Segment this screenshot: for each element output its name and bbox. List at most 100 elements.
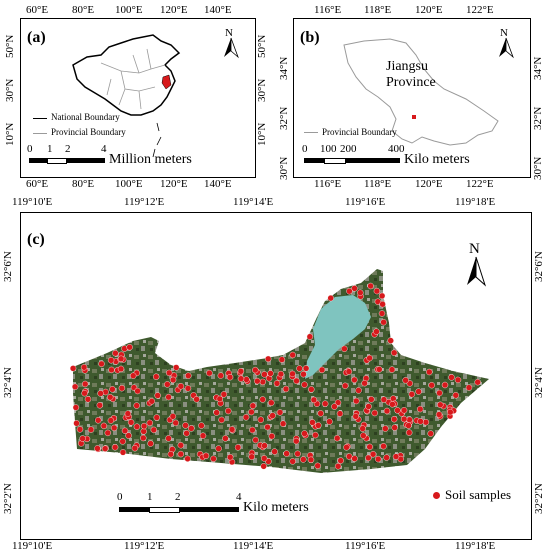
soil-sample-point — [188, 425, 195, 432]
soil-sample-point — [351, 285, 358, 292]
soil-sample-point — [73, 420, 80, 427]
soil-sample-point — [133, 402, 140, 409]
soil-sample-point — [248, 453, 255, 461]
soil-sample-point — [343, 444, 350, 451]
soil-sample-point — [100, 422, 108, 430]
lon-tick: 140°E — [204, 178, 232, 190]
soil-sample-point — [465, 384, 473, 391]
soil-sample-point — [373, 328, 380, 335]
china-map — [72, 34, 181, 158]
soil-sample-point — [268, 432, 276, 440]
soil-sample-point — [220, 391, 228, 398]
soil-sample-point — [388, 366, 396, 373]
soil-sample-point — [277, 370, 285, 378]
soil-sample-point — [252, 436, 259, 444]
soil-sample-point — [206, 369, 213, 377]
soil-sample-point — [147, 440, 154, 447]
soil-sample-point — [435, 411, 443, 418]
soil-sample-point — [177, 450, 185, 458]
study-area-map — [69, 269, 489, 473]
soil-sample-point — [107, 417, 115, 424]
soil-sample-point — [436, 389, 443, 397]
lat-tick: 30°N — [278, 156, 290, 180]
panel-b-label: (b) — [300, 29, 320, 46]
soil-sample-point — [271, 448, 278, 455]
soil-sample-point — [389, 401, 396, 408]
soil-sample-point — [454, 376, 462, 384]
svg-text:N: N — [500, 27, 508, 39]
soil-sample-point — [69, 365, 77, 372]
north-arrow-icon: N — [224, 27, 239, 59]
soil-sample-point — [306, 333, 314, 340]
soil-sample-point — [322, 400, 329, 407]
svg-text:N: N — [469, 241, 480, 257]
scale-number: 1 — [147, 491, 153, 503]
scale-unit: Kilo meters — [243, 500, 309, 515]
soil-sample-point — [119, 449, 127, 456]
lon-tick: 60°E — [26, 4, 49, 16]
soil-sample-point — [334, 434, 341, 442]
soil-sample-point — [237, 368, 245, 375]
soil-sample-point — [106, 393, 114, 401]
soil-sample-point — [360, 432, 367, 439]
soil-sample-point — [237, 375, 245, 382]
soil-sample-point — [261, 442, 268, 449]
lon-tick: 119°12'E — [124, 540, 165, 552]
soil-sample-point — [361, 379, 368, 387]
soil-sample-point — [259, 378, 267, 386]
soil-sample-point — [427, 430, 434, 437]
soil-sample-point — [312, 431, 319, 439]
soil-sample-point — [378, 310, 386, 317]
soil-sample-point — [355, 387, 362, 394]
lon-tick: 120°E — [160, 178, 188, 190]
soil-sample-point — [129, 372, 137, 379]
lon-tick: 100°E — [115, 4, 143, 16]
lat-tick: 50°N — [256, 34, 268, 58]
soil-sample-point — [101, 445, 109, 452]
legend-provincial: Provincial Boundary — [51, 127, 126, 137]
soil-sample-point — [111, 444, 119, 451]
sample-marker-icon — [433, 492, 440, 499]
soil-sample-point — [273, 380, 281, 387]
panel-a-label: (a) — [27, 29, 46, 46]
soil-sample-point — [152, 373, 160, 380]
soil-sample-point — [283, 450, 290, 457]
soil-sample-point — [380, 318, 387, 326]
soil-sample-point — [216, 395, 224, 403]
soil-sample-point — [94, 445, 101, 452]
soil-sample-point — [359, 425, 366, 432]
soil-sample-point — [199, 432, 207, 439]
scale-bar — [304, 158, 400, 164]
lat-tick: 32°2'N — [533, 483, 545, 514]
soil-sample-point — [252, 366, 259, 374]
soil-sample-point — [307, 456, 315, 464]
soil-sample-point — [341, 345, 348, 353]
scale-bar — [29, 158, 105, 164]
soil-sample-point — [202, 452, 210, 460]
soil-sample-point — [452, 392, 459, 399]
soil-sample-point — [140, 428, 147, 435]
soil-sample-point — [391, 415, 398, 423]
soil-sample-point — [249, 402, 257, 410]
soil-sample-point — [184, 455, 191, 463]
legend-provincial: Provincial Boundary — [322, 127, 397, 137]
soil-sample-point — [108, 366, 115, 374]
soil-sample-point — [426, 368, 433, 376]
soil-sample-point — [391, 424, 398, 431]
legend-national: National Boundary — [51, 112, 120, 122]
soil-sample-point — [118, 384, 126, 392]
soil-sample-point — [309, 419, 316, 426]
soil-sample-point — [117, 355, 125, 363]
soil-sample-point — [254, 377, 261, 385]
soil-sample-point — [109, 386, 116, 393]
soil-sample-point — [300, 456, 307, 463]
soil-sample-point — [366, 443, 373, 451]
lat-tick: 10°N — [256, 122, 268, 146]
soil-sample-point — [125, 432, 132, 439]
lon-tick: 119°10'E — [12, 540, 53, 552]
soil-sample-point — [294, 450, 301, 458]
soil-sample-point — [400, 407, 408, 414]
soil-sample-point — [234, 444, 242, 451]
soil-sample-point — [165, 435, 172, 442]
scale-number: 400 — [388, 143, 405, 155]
